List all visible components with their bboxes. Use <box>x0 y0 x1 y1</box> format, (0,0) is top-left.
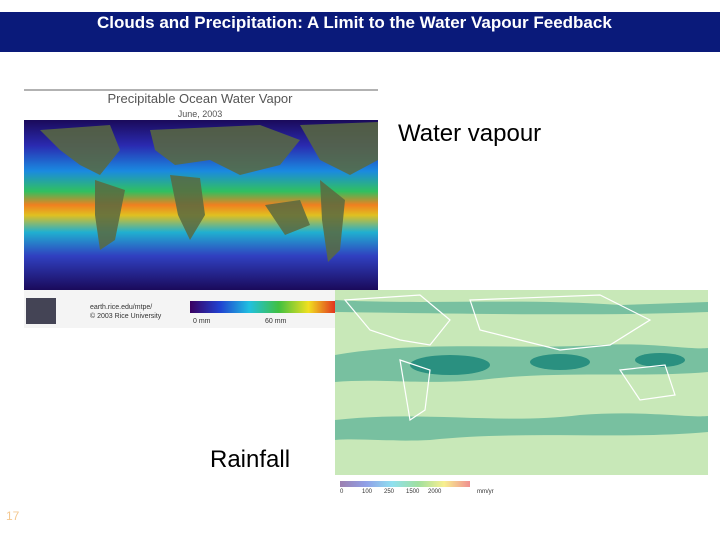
scale-max: 60 mm <box>265 318 287 325</box>
land <box>40 122 378 262</box>
rain-scale <box>340 481 470 487</box>
rain-legend-label: 250 <box>384 489 395 495</box>
rain-unit: mm/yr <box>477 489 494 495</box>
rain-legend-label: 2000 <box>428 489 442 495</box>
rain-legend-label: 100 <box>362 489 373 495</box>
rain-legend: 0 100 250 1500 2000 <box>340 489 442 495</box>
scale-min: 0 mm <box>193 318 211 325</box>
label-water-vapour: Water vapour <box>398 120 542 147</box>
rain-legend-label: 1500 <box>406 489 420 495</box>
label-rainfall: Rainfall <box>210 446 291 473</box>
map-copyright: © 2003 Rice University <box>90 312 162 320</box>
slide-title: Clouds and Precipitation: A Limit to the… <box>97 13 612 32</box>
rainfall-map <box>335 290 708 475</box>
coastlines <box>343 294 676 422</box>
logo <box>26 298 56 324</box>
color-scale <box>190 301 338 313</box>
map-title: Precipitable Ocean Water Vapor <box>108 91 294 106</box>
slide-number: 17 <box>6 509 20 523</box>
title-bar <box>0 12 720 52</box>
rain-legend-label: 0 <box>340 489 344 495</box>
map-date: June, 2003 <box>178 109 223 119</box>
map-url: earth.rice.edu/mtpe/ <box>90 304 152 311</box>
